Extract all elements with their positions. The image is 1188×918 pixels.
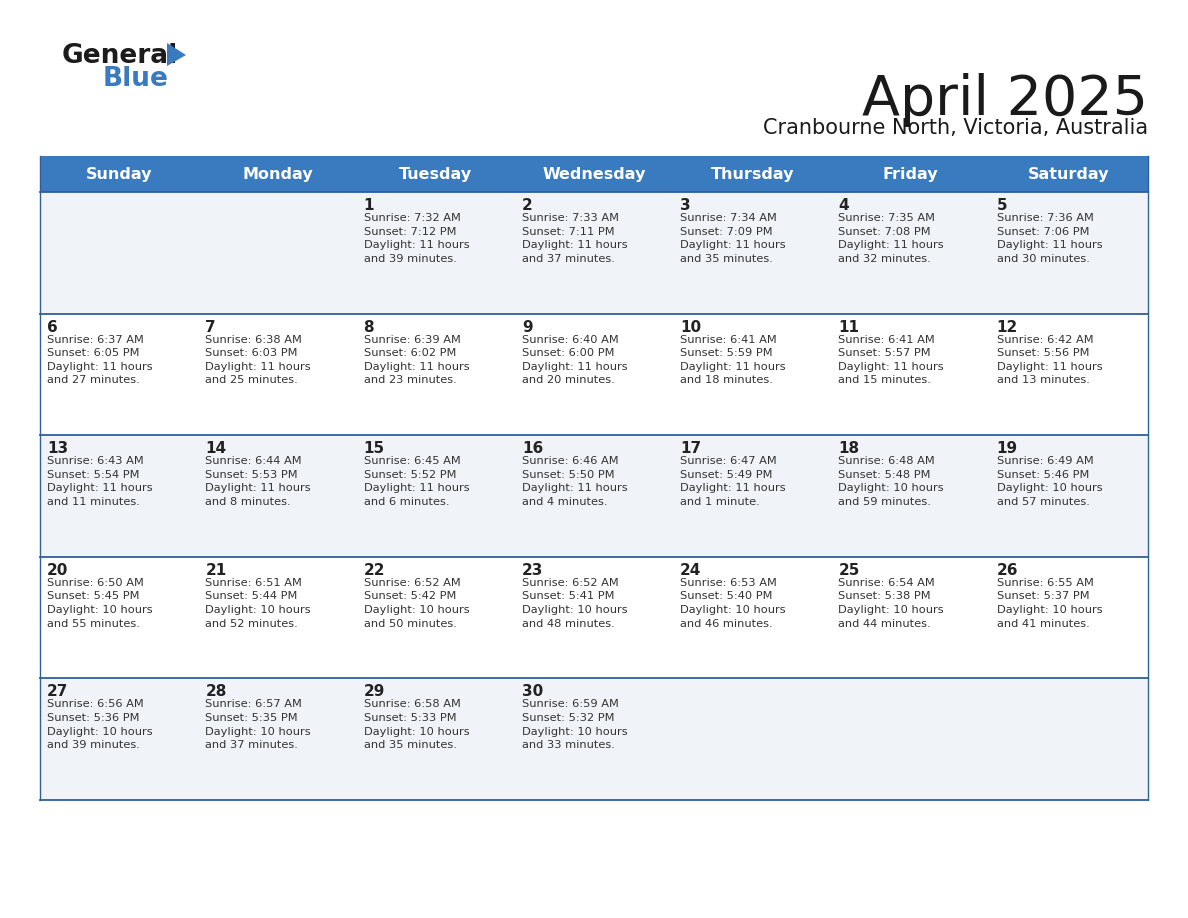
Text: 3: 3 bbox=[681, 198, 690, 213]
Text: 22: 22 bbox=[364, 563, 385, 577]
Text: Monday: Monday bbox=[242, 166, 312, 182]
Text: 14: 14 bbox=[206, 442, 227, 456]
Bar bbox=[40, 435, 1148, 557]
Text: Sunrise: 7:32 AM
Sunset: 7:12 PM
Daylight: 11 hours
and 39 minutes.: Sunrise: 7:32 AM Sunset: 7:12 PM Dayligh… bbox=[364, 213, 469, 263]
Text: Sunrise: 6:41 AM
Sunset: 5:59 PM
Daylight: 11 hours
and 18 minutes.: Sunrise: 6:41 AM Sunset: 5:59 PM Dayligh… bbox=[681, 334, 785, 386]
Text: 26: 26 bbox=[997, 563, 1018, 577]
Text: Sunrise: 7:33 AM
Sunset: 7:11 PM
Daylight: 11 hours
and 37 minutes.: Sunrise: 7:33 AM Sunset: 7:11 PM Dayligh… bbox=[522, 213, 627, 263]
Text: Blue: Blue bbox=[103, 66, 169, 92]
Text: 4: 4 bbox=[839, 198, 849, 213]
Text: 15: 15 bbox=[364, 442, 385, 456]
Text: Sunrise: 6:49 AM
Sunset: 5:46 PM
Daylight: 10 hours
and 57 minutes.: Sunrise: 6:49 AM Sunset: 5:46 PM Dayligh… bbox=[997, 456, 1102, 507]
Text: 21: 21 bbox=[206, 563, 227, 577]
Bar bbox=[40, 678, 1148, 800]
Text: 1: 1 bbox=[364, 198, 374, 213]
Bar bbox=[40, 314, 1148, 435]
Text: Sunrise: 6:54 AM
Sunset: 5:38 PM
Daylight: 10 hours
and 44 minutes.: Sunrise: 6:54 AM Sunset: 5:38 PM Dayligh… bbox=[839, 577, 944, 629]
Text: Sunrise: 6:42 AM
Sunset: 5:56 PM
Daylight: 11 hours
and 13 minutes.: Sunrise: 6:42 AM Sunset: 5:56 PM Dayligh… bbox=[997, 334, 1102, 386]
Text: 9: 9 bbox=[522, 319, 532, 334]
Text: Thursday: Thursday bbox=[710, 166, 794, 182]
Text: Wednesday: Wednesday bbox=[542, 166, 646, 182]
Text: Sunrise: 6:45 AM
Sunset: 5:52 PM
Daylight: 11 hours
and 6 minutes.: Sunrise: 6:45 AM Sunset: 5:52 PM Dayligh… bbox=[364, 456, 469, 507]
Text: 30: 30 bbox=[522, 685, 543, 700]
Text: 5: 5 bbox=[997, 198, 1007, 213]
Text: 13: 13 bbox=[48, 442, 68, 456]
Text: Sunrise: 6:52 AM
Sunset: 5:42 PM
Daylight: 10 hours
and 50 minutes.: Sunrise: 6:52 AM Sunset: 5:42 PM Dayligh… bbox=[364, 577, 469, 629]
Text: 25: 25 bbox=[839, 563, 860, 577]
Text: Sunrise: 6:41 AM
Sunset: 5:57 PM
Daylight: 11 hours
and 15 minutes.: Sunrise: 6:41 AM Sunset: 5:57 PM Dayligh… bbox=[839, 334, 944, 386]
Text: April 2025: April 2025 bbox=[862, 73, 1148, 127]
Text: 23: 23 bbox=[522, 563, 543, 577]
Text: Sunrise: 6:37 AM
Sunset: 6:05 PM
Daylight: 11 hours
and 27 minutes.: Sunrise: 6:37 AM Sunset: 6:05 PM Dayligh… bbox=[48, 334, 152, 386]
Bar bbox=[40, 156, 1148, 192]
Text: 2: 2 bbox=[522, 198, 532, 213]
Text: Sunrise: 6:59 AM
Sunset: 5:32 PM
Daylight: 10 hours
and 33 minutes.: Sunrise: 6:59 AM Sunset: 5:32 PM Dayligh… bbox=[522, 700, 627, 750]
Text: Sunrise: 7:34 AM
Sunset: 7:09 PM
Daylight: 11 hours
and 35 minutes.: Sunrise: 7:34 AM Sunset: 7:09 PM Dayligh… bbox=[681, 213, 785, 263]
Text: Sunrise: 6:40 AM
Sunset: 6:00 PM
Daylight: 11 hours
and 20 minutes.: Sunrise: 6:40 AM Sunset: 6:00 PM Dayligh… bbox=[522, 334, 627, 386]
Text: Sunrise: 6:56 AM
Sunset: 5:36 PM
Daylight: 10 hours
and 39 minutes.: Sunrise: 6:56 AM Sunset: 5:36 PM Dayligh… bbox=[48, 700, 152, 750]
Text: Cranbourne North, Victoria, Australia: Cranbourne North, Victoria, Australia bbox=[763, 118, 1148, 138]
Text: Sunrise: 6:53 AM
Sunset: 5:40 PM
Daylight: 10 hours
and 46 minutes.: Sunrise: 6:53 AM Sunset: 5:40 PM Dayligh… bbox=[681, 577, 785, 629]
Text: 18: 18 bbox=[839, 442, 860, 456]
Text: Sunrise: 6:47 AM
Sunset: 5:49 PM
Daylight: 11 hours
and 1 minute.: Sunrise: 6:47 AM Sunset: 5:49 PM Dayligh… bbox=[681, 456, 785, 507]
Text: Sunrise: 6:39 AM
Sunset: 6:02 PM
Daylight: 11 hours
and 23 minutes.: Sunrise: 6:39 AM Sunset: 6:02 PM Dayligh… bbox=[364, 334, 469, 386]
Text: Sunrise: 6:38 AM
Sunset: 6:03 PM
Daylight: 11 hours
and 25 minutes.: Sunrise: 6:38 AM Sunset: 6:03 PM Dayligh… bbox=[206, 334, 311, 386]
Text: Sunrise: 6:55 AM
Sunset: 5:37 PM
Daylight: 10 hours
and 41 minutes.: Sunrise: 6:55 AM Sunset: 5:37 PM Dayligh… bbox=[997, 577, 1102, 629]
Text: 12: 12 bbox=[997, 319, 1018, 334]
Text: Sunrise: 6:58 AM
Sunset: 5:33 PM
Daylight: 10 hours
and 35 minutes.: Sunrise: 6:58 AM Sunset: 5:33 PM Dayligh… bbox=[364, 700, 469, 750]
Text: 7: 7 bbox=[206, 319, 216, 334]
Text: Tuesday: Tuesday bbox=[399, 166, 473, 182]
Text: 20: 20 bbox=[48, 563, 69, 577]
Text: Friday: Friday bbox=[883, 166, 939, 182]
Bar bbox=[40, 557, 1148, 678]
Text: Sunrise: 6:46 AM
Sunset: 5:50 PM
Daylight: 11 hours
and 4 minutes.: Sunrise: 6:46 AM Sunset: 5:50 PM Dayligh… bbox=[522, 456, 627, 507]
Text: Sunrise: 7:36 AM
Sunset: 7:06 PM
Daylight: 11 hours
and 30 minutes.: Sunrise: 7:36 AM Sunset: 7:06 PM Dayligh… bbox=[997, 213, 1102, 263]
Text: Sunrise: 6:43 AM
Sunset: 5:54 PM
Daylight: 11 hours
and 11 minutes.: Sunrise: 6:43 AM Sunset: 5:54 PM Dayligh… bbox=[48, 456, 152, 507]
Text: 19: 19 bbox=[997, 442, 1018, 456]
Text: Sunrise: 6:48 AM
Sunset: 5:48 PM
Daylight: 10 hours
and 59 minutes.: Sunrise: 6:48 AM Sunset: 5:48 PM Dayligh… bbox=[839, 456, 944, 507]
Text: 11: 11 bbox=[839, 319, 859, 334]
Text: 24: 24 bbox=[681, 563, 702, 577]
Polygon shape bbox=[168, 43, 187, 66]
Bar bbox=[40, 192, 1148, 314]
Text: 10: 10 bbox=[681, 319, 701, 334]
Text: Sunrise: 6:57 AM
Sunset: 5:35 PM
Daylight: 10 hours
and 37 minutes.: Sunrise: 6:57 AM Sunset: 5:35 PM Dayligh… bbox=[206, 700, 311, 750]
Text: 29: 29 bbox=[364, 685, 385, 700]
Text: Sunrise: 6:52 AM
Sunset: 5:41 PM
Daylight: 10 hours
and 48 minutes.: Sunrise: 6:52 AM Sunset: 5:41 PM Dayligh… bbox=[522, 577, 627, 629]
Text: 6: 6 bbox=[48, 319, 58, 334]
Text: 17: 17 bbox=[681, 442, 701, 456]
Text: 27: 27 bbox=[48, 685, 69, 700]
Text: Sunrise: 7:35 AM
Sunset: 7:08 PM
Daylight: 11 hours
and 32 minutes.: Sunrise: 7:35 AM Sunset: 7:08 PM Dayligh… bbox=[839, 213, 944, 263]
Text: 16: 16 bbox=[522, 442, 543, 456]
Text: Saturday: Saturday bbox=[1028, 166, 1110, 182]
Text: Sunrise: 6:50 AM
Sunset: 5:45 PM
Daylight: 10 hours
and 55 minutes.: Sunrise: 6:50 AM Sunset: 5:45 PM Dayligh… bbox=[48, 577, 152, 629]
Text: General: General bbox=[62, 43, 178, 69]
Text: 8: 8 bbox=[364, 319, 374, 334]
Text: Sunday: Sunday bbox=[86, 166, 152, 182]
Text: Sunrise: 6:44 AM
Sunset: 5:53 PM
Daylight: 11 hours
and 8 minutes.: Sunrise: 6:44 AM Sunset: 5:53 PM Dayligh… bbox=[206, 456, 311, 507]
Text: Sunrise: 6:51 AM
Sunset: 5:44 PM
Daylight: 10 hours
and 52 minutes.: Sunrise: 6:51 AM Sunset: 5:44 PM Dayligh… bbox=[206, 577, 311, 629]
Text: 28: 28 bbox=[206, 685, 227, 700]
